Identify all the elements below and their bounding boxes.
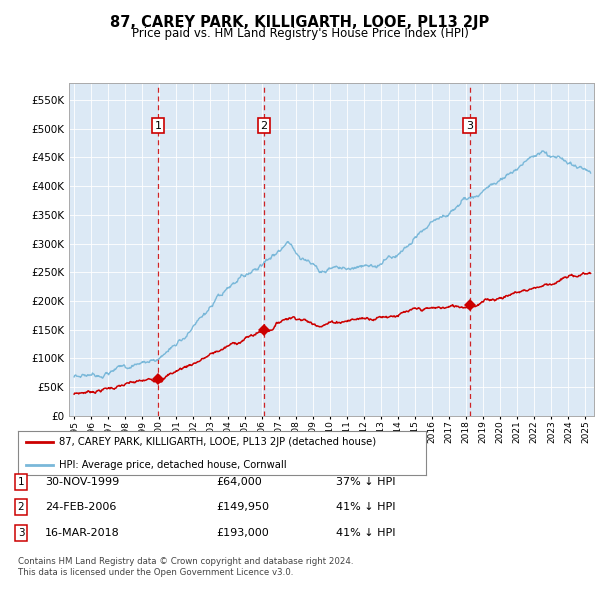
- Text: £193,000: £193,000: [216, 528, 269, 537]
- Text: 87, CAREY PARK, KILLIGARTH, LOOE, PL13 2JP (detached house): 87, CAREY PARK, KILLIGARTH, LOOE, PL13 2…: [59, 437, 376, 447]
- Text: £149,950: £149,950: [216, 503, 269, 512]
- Text: 41% ↓ HPI: 41% ↓ HPI: [336, 503, 395, 512]
- Text: 87, CAREY PARK, KILLIGARTH, LOOE, PL13 2JP: 87, CAREY PARK, KILLIGARTH, LOOE, PL13 2…: [110, 15, 490, 30]
- Text: Contains HM Land Registry data © Crown copyright and database right 2024.: Contains HM Land Registry data © Crown c…: [18, 558, 353, 566]
- Text: 1: 1: [17, 477, 25, 487]
- Text: 3: 3: [466, 121, 473, 131]
- Text: £64,000: £64,000: [216, 477, 262, 487]
- Text: 16-MAR-2018: 16-MAR-2018: [45, 528, 120, 537]
- Text: 41% ↓ HPI: 41% ↓ HPI: [336, 528, 395, 537]
- Text: 3: 3: [17, 528, 25, 537]
- Text: This data is licensed under the Open Government Licence v3.0.: This data is licensed under the Open Gov…: [18, 568, 293, 577]
- Text: 2: 2: [260, 121, 268, 131]
- Text: 1: 1: [154, 121, 161, 131]
- Text: 2: 2: [17, 503, 25, 512]
- Text: 30-NOV-1999: 30-NOV-1999: [45, 477, 119, 487]
- Text: HPI: Average price, detached house, Cornwall: HPI: Average price, detached house, Corn…: [59, 460, 286, 470]
- Text: Price paid vs. HM Land Registry's House Price Index (HPI): Price paid vs. HM Land Registry's House …: [131, 27, 469, 40]
- Text: 37% ↓ HPI: 37% ↓ HPI: [336, 477, 395, 487]
- Text: 24-FEB-2006: 24-FEB-2006: [45, 503, 116, 512]
